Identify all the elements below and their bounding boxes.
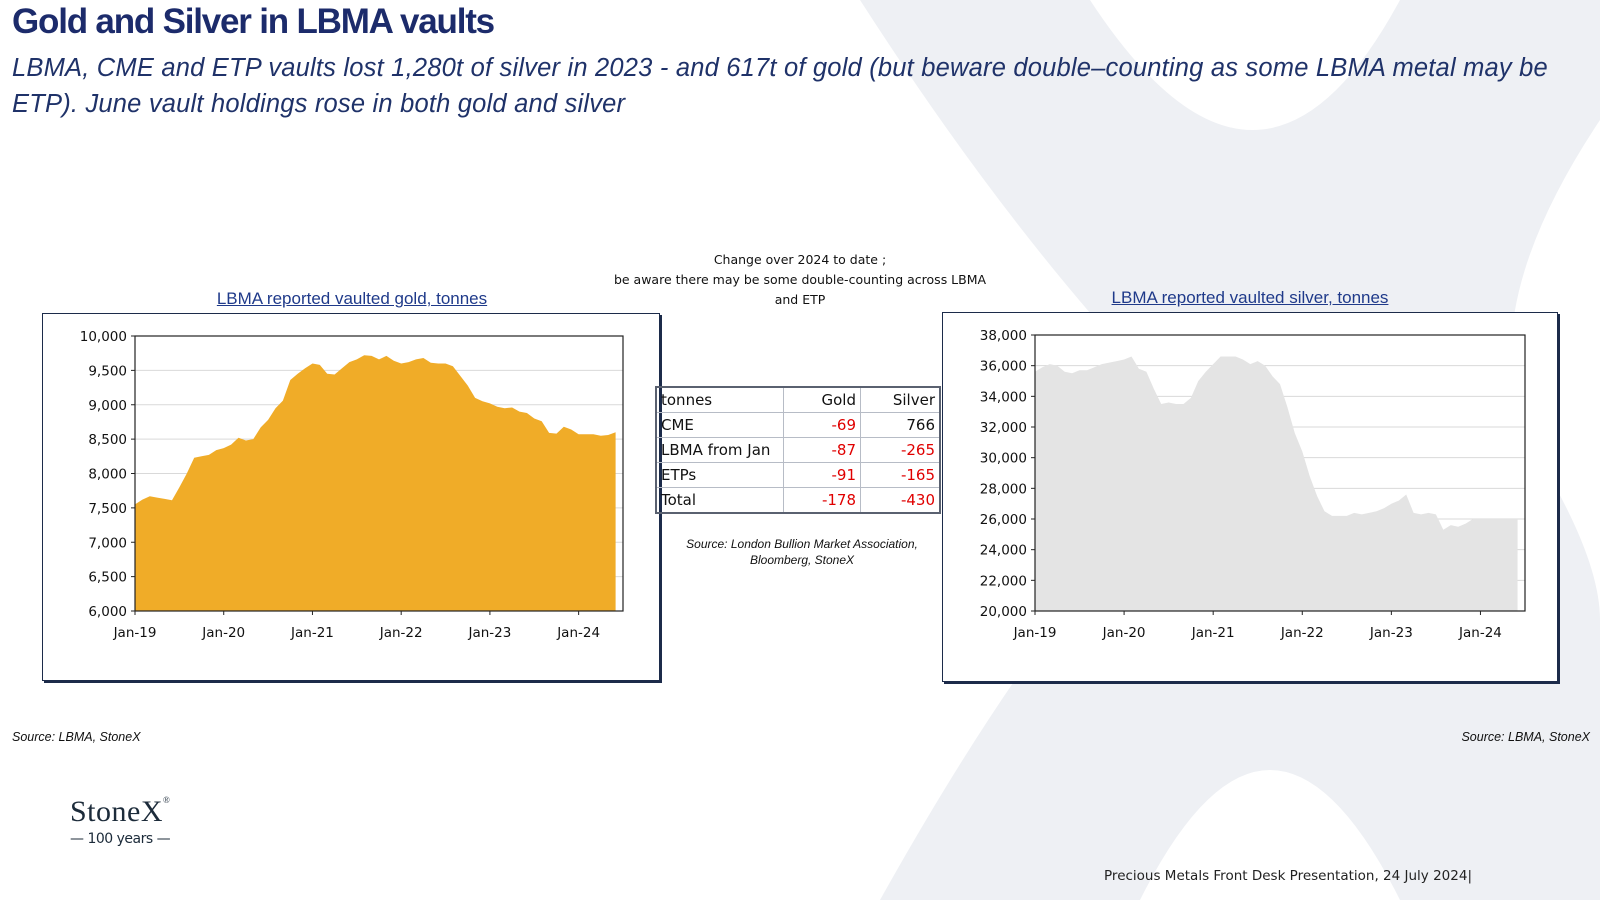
y-tick-label: 8,500 — [88, 432, 127, 448]
x-tick-label: Jan-20 — [201, 625, 245, 641]
series-area — [1035, 356, 1518, 611]
x-tick-label: Jan-20 — [1102, 625, 1146, 641]
silver-chart-frame: 20,000 22,000 24,000 26,000 28,000 30,000 32,0… — [942, 312, 1558, 682]
table-source: Source: London Bullion Market Associatio… — [686, 537, 918, 567]
x-tick-label: Jan-23 — [1369, 625, 1413, 641]
silver-chart: 20,000 22,000 24,000 26,000 28,000 30,000 32,0… — [980, 328, 1526, 641]
table-header-gold: Gold — [783, 386, 861, 413]
y-tick-label: 8,000 — [88, 467, 127, 483]
silver-chart-title: LBMA reported vaulted silver, tonnes — [1111, 288, 1389, 307]
y-tick-label: 6,500 — [88, 570, 127, 586]
x-tick-label: Jan-22 — [379, 625, 423, 641]
y-tick-label: 20,000 — [980, 604, 1027, 620]
y-tick-label: 30,000 — [980, 451, 1027, 467]
table-caption-line-1: Change over 2024 to date ; — [713, 252, 887, 267]
silver-value: 766 — [860, 412, 941, 438]
y-tick-label: 6,000 — [88, 604, 127, 620]
gold-chart: 6,000 6,500 7,000 7,500 8,000 8,500 9,000 9,500… — [80, 329, 624, 641]
y-tick-label: 24,000 — [980, 543, 1027, 559]
silver-value: -165 — [860, 462, 941, 488]
y-tick-label: 7,000 — [88, 535, 127, 551]
table-row: LBMA from Jan -87 -265 — [655, 437, 941, 463]
y-tick-label: 38,000 — [980, 328, 1027, 344]
footer-text: Precious Metals Front Desk Presentation,… — [1104, 868, 1472, 884]
table-header-silver: Silver — [860, 386, 941, 413]
row-label: ETPs — [655, 462, 784, 488]
y-tick-label: 22,000 — [980, 573, 1027, 589]
gold-value: -178 — [783, 487, 861, 514]
logo-years: — 100 years — — [70, 831, 171, 847]
table-row: Total -178 -430 — [655, 487, 941, 514]
gold-chart-title: LBMA reported vaulted gold, tonnes — [216, 289, 488, 308]
y-tick-label: 7,500 — [88, 501, 127, 517]
row-label: Total — [655, 487, 784, 514]
gold-chart-frame: 6,000 6,500 7,000 7,500 8,000 8,500 9,000 9,500… — [42, 313, 660, 681]
left-source: Source: LBMA, StoneX — [12, 730, 141, 744]
gold-value: -69 — [783, 412, 861, 438]
y-tick-label: 9,000 — [88, 398, 127, 414]
table-caption-line-2: be aware there may be some double-counti… — [613, 272, 987, 287]
table-caption-line-3: and ETP — [774, 292, 826, 307]
x-tick-label: Jan-22 — [1280, 625, 1324, 641]
right-source: Source: LBMA, StoneX — [1461, 730, 1590, 744]
row-label: LBMA from Jan — [655, 437, 784, 463]
table-row: ETPs -91 -165 — [655, 462, 941, 488]
y-tick-label: 28,000 — [980, 481, 1027, 497]
y-tick-label: 26,000 — [980, 512, 1027, 528]
x-tick-label: Jan-19 — [1013, 625, 1057, 641]
x-tick-label: Jan-24 — [556, 625, 600, 641]
vault-change-table: tonnes Gold Silver CME -69 766 LBMA from… — [655, 386, 941, 514]
y-tick-label: 34,000 — [980, 389, 1027, 405]
logo-name: StoneX — [70, 795, 163, 828]
y-tick-label: 32,000 — [980, 420, 1027, 436]
series-area — [135, 355, 616, 611]
x-tick-label: Jan-19 — [113, 625, 157, 641]
table-header-row: tonnes Gold Silver — [655, 386, 941, 413]
table-caption: Change over 2024 to date ; be aware ther… — [585, 250, 1015, 310]
gold-value: -87 — [783, 437, 861, 463]
x-tick-label: Jan-21 — [1191, 625, 1235, 641]
page-subtitle: LBMA, CME and ETP vaults lost 1,280t of … — [12, 54, 1548, 118]
y-tick-label: 36,000 — [980, 359, 1027, 375]
silver-value: -265 — [860, 437, 941, 463]
table-row: CME -69 766 — [655, 412, 941, 438]
page-title: Gold and Silver in LBMA vaults — [12, 2, 495, 41]
silver-value: -430 — [860, 487, 941, 514]
y-tick-label: 10,000 — [80, 329, 127, 345]
y-tick-label: 9,500 — [88, 363, 127, 379]
plot-border — [1034, 334, 1526, 612]
stonex-logo: StoneX® — 100 years — — [70, 795, 220, 847]
x-tick-label: Jan-23 — [467, 625, 511, 641]
x-tick-label: Jan-24 — [1458, 625, 1502, 641]
table-header-tonnes: tonnes — [655, 386, 784, 413]
x-tick-label: Jan-21 — [290, 625, 334, 641]
row-label: CME — [655, 412, 784, 438]
gold-value: -91 — [783, 462, 861, 488]
